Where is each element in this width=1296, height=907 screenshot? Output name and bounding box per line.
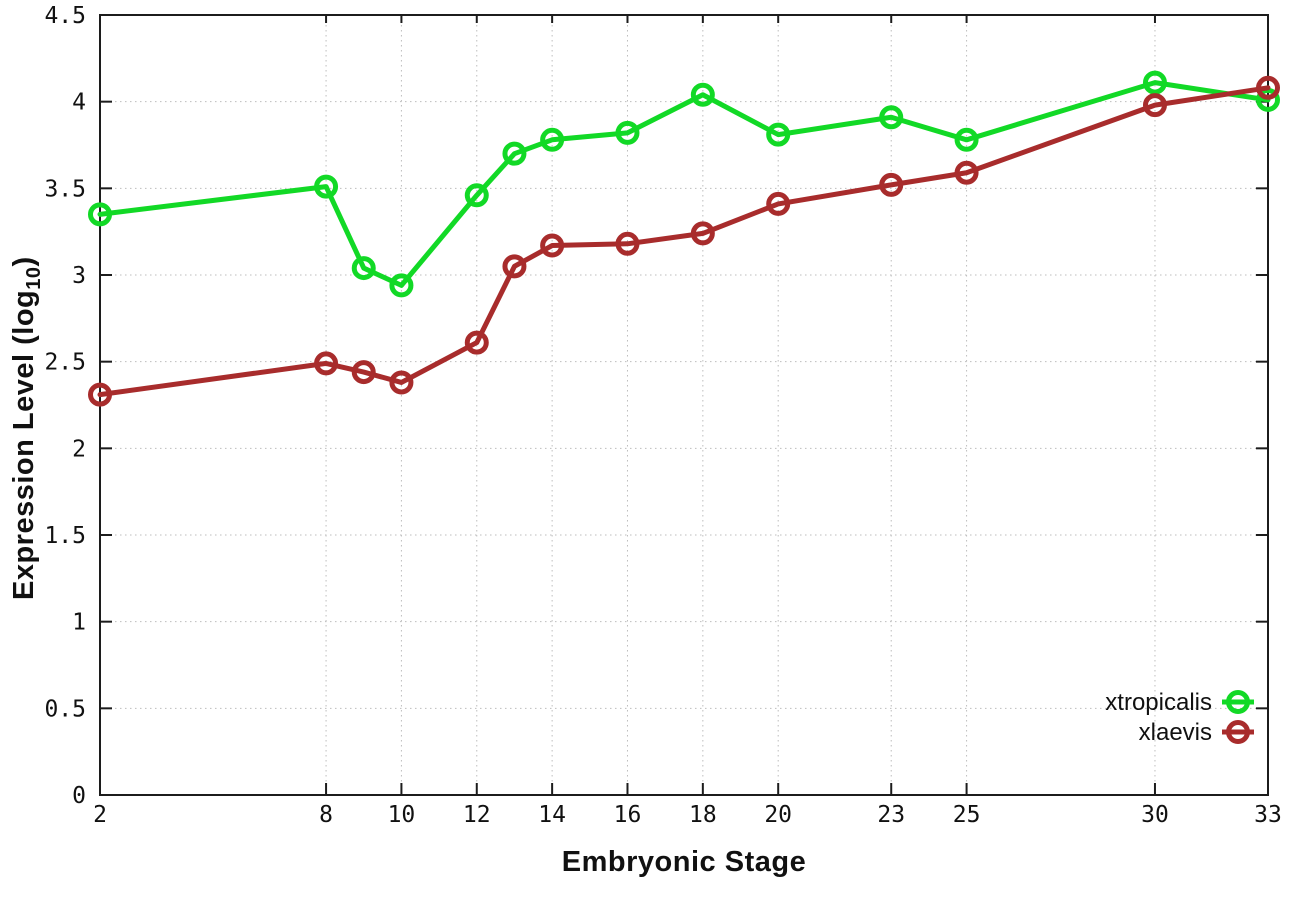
data-point-xtropicalis — [879, 105, 904, 130]
data-point-xlaevis — [314, 351, 339, 376]
y-tick-label: 3 — [72, 263, 86, 289]
data-point-xtropicalis — [540, 127, 565, 152]
y-tick-label: 1 — [72, 610, 86, 636]
data-point-xtropicalis — [1256, 87, 1280, 112]
data-point-xtropicalis — [464, 183, 489, 208]
y-tick-label: 3.5 — [44, 176, 86, 202]
x-tick-label: 8 — [319, 802, 333, 828]
legend-label-xlaevis: xlaevis — [1139, 719, 1212, 746]
x-tick-label: 23 — [877, 802, 905, 828]
y-tick-label: 4 — [72, 90, 86, 116]
data-point-xtropicalis — [690, 82, 715, 107]
y-tick-label: 4.5 — [44, 3, 86, 29]
data-point-xtropicalis — [314, 174, 339, 199]
x-tick-label: 2 — [93, 802, 107, 828]
data-point-xtropicalis — [615, 120, 640, 145]
x-tick-label: 20 — [764, 802, 792, 828]
y-axis-title-subscript: 10 — [22, 266, 45, 290]
legend-marker-icon-xlaevis — [1226, 720, 1250, 744]
data-point-xlaevis — [1256, 75, 1280, 100]
y-axis-title-close: ) — [8, 256, 40, 267]
data-point-xlaevis — [464, 330, 489, 355]
data-point-xtropicalis — [766, 122, 791, 147]
x-tick-label: 14 — [538, 802, 566, 828]
series-line-xtropicalis — [97, 80, 1271, 288]
y-tick-label: 2 — [72, 436, 86, 462]
y-axis-title: Expression Level (log10) — [8, 256, 46, 600]
x-tick-label: 30 — [1141, 802, 1169, 828]
data-point-xlaevis — [690, 221, 715, 246]
data-point-xlaevis — [351, 360, 376, 385]
plot-border — [99, 14, 1269, 796]
data-point-xlaevis — [1142, 93, 1167, 118]
data-point-xlaevis — [540, 233, 565, 258]
y-tick-label: 0.5 — [44, 696, 86, 722]
y-axis-title-text: Expression Level (log — [8, 289, 40, 600]
data-point-xtropicalis — [351, 256, 376, 281]
legend-label-xtropicalis: xtropicalis — [1105, 689, 1212, 716]
y-tick-label: 2.5 — [44, 350, 86, 376]
data-point-xlaevis — [389, 370, 414, 395]
x-tick-label: 16 — [614, 802, 642, 828]
data-point-xlaevis — [954, 160, 979, 185]
data-point-xtropicalis — [954, 127, 979, 152]
x-axis-title: Embryonic Stage — [561, 846, 807, 878]
series-line-xlaevis — [97, 85, 1271, 398]
data-point-xtropicalis — [389, 273, 414, 298]
x-tick-label: 33 — [1254, 802, 1282, 828]
data-point-xlaevis — [766, 191, 791, 216]
x-tick-label: 10 — [388, 802, 416, 828]
x-tick-label: 18 — [689, 802, 717, 828]
data-point-xtropicalis — [88, 202, 112, 227]
data-point-xlaevis — [502, 254, 527, 279]
data-point-xlaevis — [879, 172, 904, 197]
data-point-xlaevis — [615, 231, 640, 256]
x-tick-label: 12 — [463, 802, 491, 828]
y-tick-label: 1.5 — [44, 523, 86, 549]
y-tick-label: 0 — [72, 783, 86, 809]
data-point-xtropicalis — [1142, 70, 1167, 95]
legend-marker-icon-xtropicalis — [1226, 690, 1250, 714]
data-point-xtropicalis — [502, 141, 527, 166]
x-tick-label: 25 — [953, 802, 981, 828]
data-point-xlaevis — [88, 382, 112, 407]
